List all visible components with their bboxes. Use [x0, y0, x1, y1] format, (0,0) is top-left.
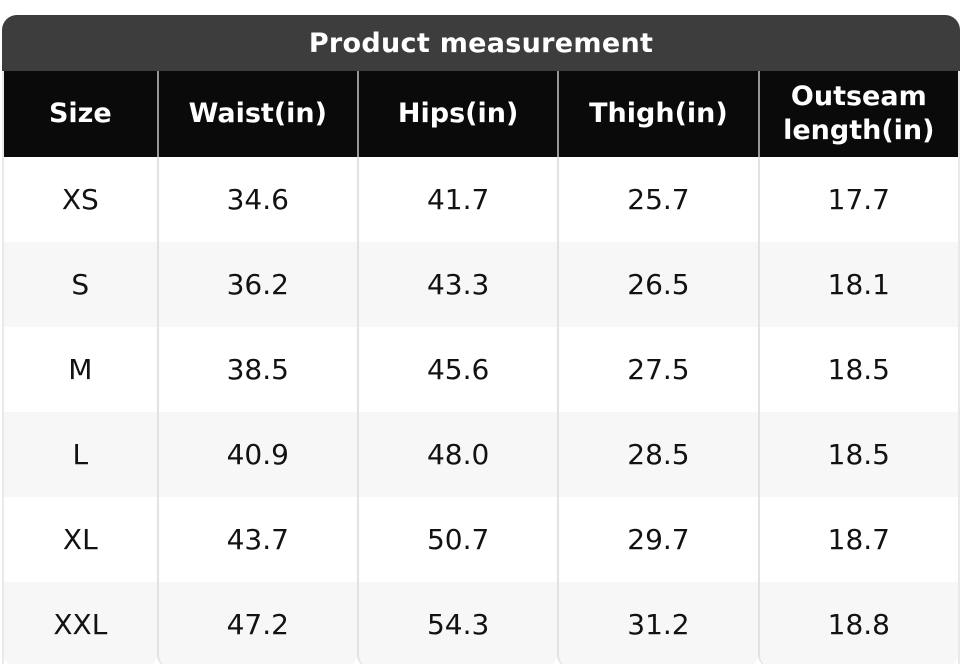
waist-cell: 34.6 — [156, 157, 357, 242]
table-row-xl: XL 43.7 50.7 29.7 18.7 — [4, 497, 958, 582]
column-header-hips: Hips(in) — [356, 71, 558, 157]
outseam-cell: 18.5 — [757, 327, 958, 412]
outseam-cell: 18.8 — [757, 582, 958, 664]
hips-cell: 41.7 — [356, 157, 558, 242]
size-cell: XXL — [4, 582, 157, 664]
waist-cell: 47.2 — [156, 582, 357, 664]
outseam-cell: 18.7 — [757, 497, 958, 582]
size-cell: S — [4, 242, 157, 327]
table-row-xs: XS 34.6 41.7 25.7 17.7 — [4, 157, 958, 242]
size-cell: XS — [4, 157, 157, 242]
outseam-cell: 17.7 — [757, 157, 958, 242]
column-header-outseam-length: Outseam length(in) — [757, 71, 958, 157]
thigh-cell: 31.2 — [557, 582, 758, 664]
column-header-thigh: Thigh(in) — [557, 71, 758, 157]
waist-cell: 40.9 — [156, 412, 357, 497]
hips-cell: 43.3 — [356, 242, 558, 327]
column-header-size: Size — [4, 71, 157, 157]
column-header-waist: Waist(in) — [156, 71, 357, 157]
size-cell: L — [4, 412, 157, 497]
thigh-cell: 25.7 — [557, 157, 758, 242]
hips-cell: 45.6 — [356, 327, 558, 412]
hips-cell: 54.3 — [356, 582, 558, 664]
hips-cell: 48.0 — [356, 412, 558, 497]
table-row-s: S 36.2 43.3 26.5 18.1 — [4, 242, 958, 327]
table-title-bar: Product measurement — [2, 15, 960, 71]
thigh-cell: 28.5 — [557, 412, 758, 497]
outseam-cell: 18.5 — [757, 412, 958, 497]
thigh-cell: 26.5 — [557, 242, 758, 327]
table-title: Product measurement — [308, 27, 654, 59]
header-row: Size Waist(in) Hips(in) Thigh(in) Outsea… — [4, 71, 958, 157]
size-cell: XL — [4, 497, 157, 582]
table-row-l: L 40.9 48.0 28.5 18.5 — [4, 412, 958, 497]
waist-cell: 43.7 — [156, 497, 357, 582]
table-row-xxl: XXL 47.2 54.3 31.2 18.8 — [4, 582, 958, 664]
table-body: XS 34.6 41.7 25.7 17.7 S 36.2 43.3 26.5 … — [4, 157, 958, 664]
size-cell: M — [4, 327, 157, 412]
measurement-table: Size Waist(in) Hips(in) Thigh(in) Outsea… — [4, 71, 958, 664]
hips-cell: 50.7 — [356, 497, 558, 582]
outseam-cell: 18.1 — [757, 242, 958, 327]
table-body-outline: Size Waist(in) Hips(in) Thigh(in) Outsea… — [2, 71, 960, 664]
thigh-cell: 29.7 — [557, 497, 758, 582]
table-header: Size Waist(in) Hips(in) Thigh(in) Outsea… — [4, 71, 958, 157]
waist-cell: 38.5 — [156, 327, 357, 412]
table-row-m: M 38.5 45.6 27.5 18.5 — [4, 327, 958, 412]
waist-cell: 36.2 — [156, 242, 357, 327]
thigh-cell: 27.5 — [557, 327, 758, 412]
